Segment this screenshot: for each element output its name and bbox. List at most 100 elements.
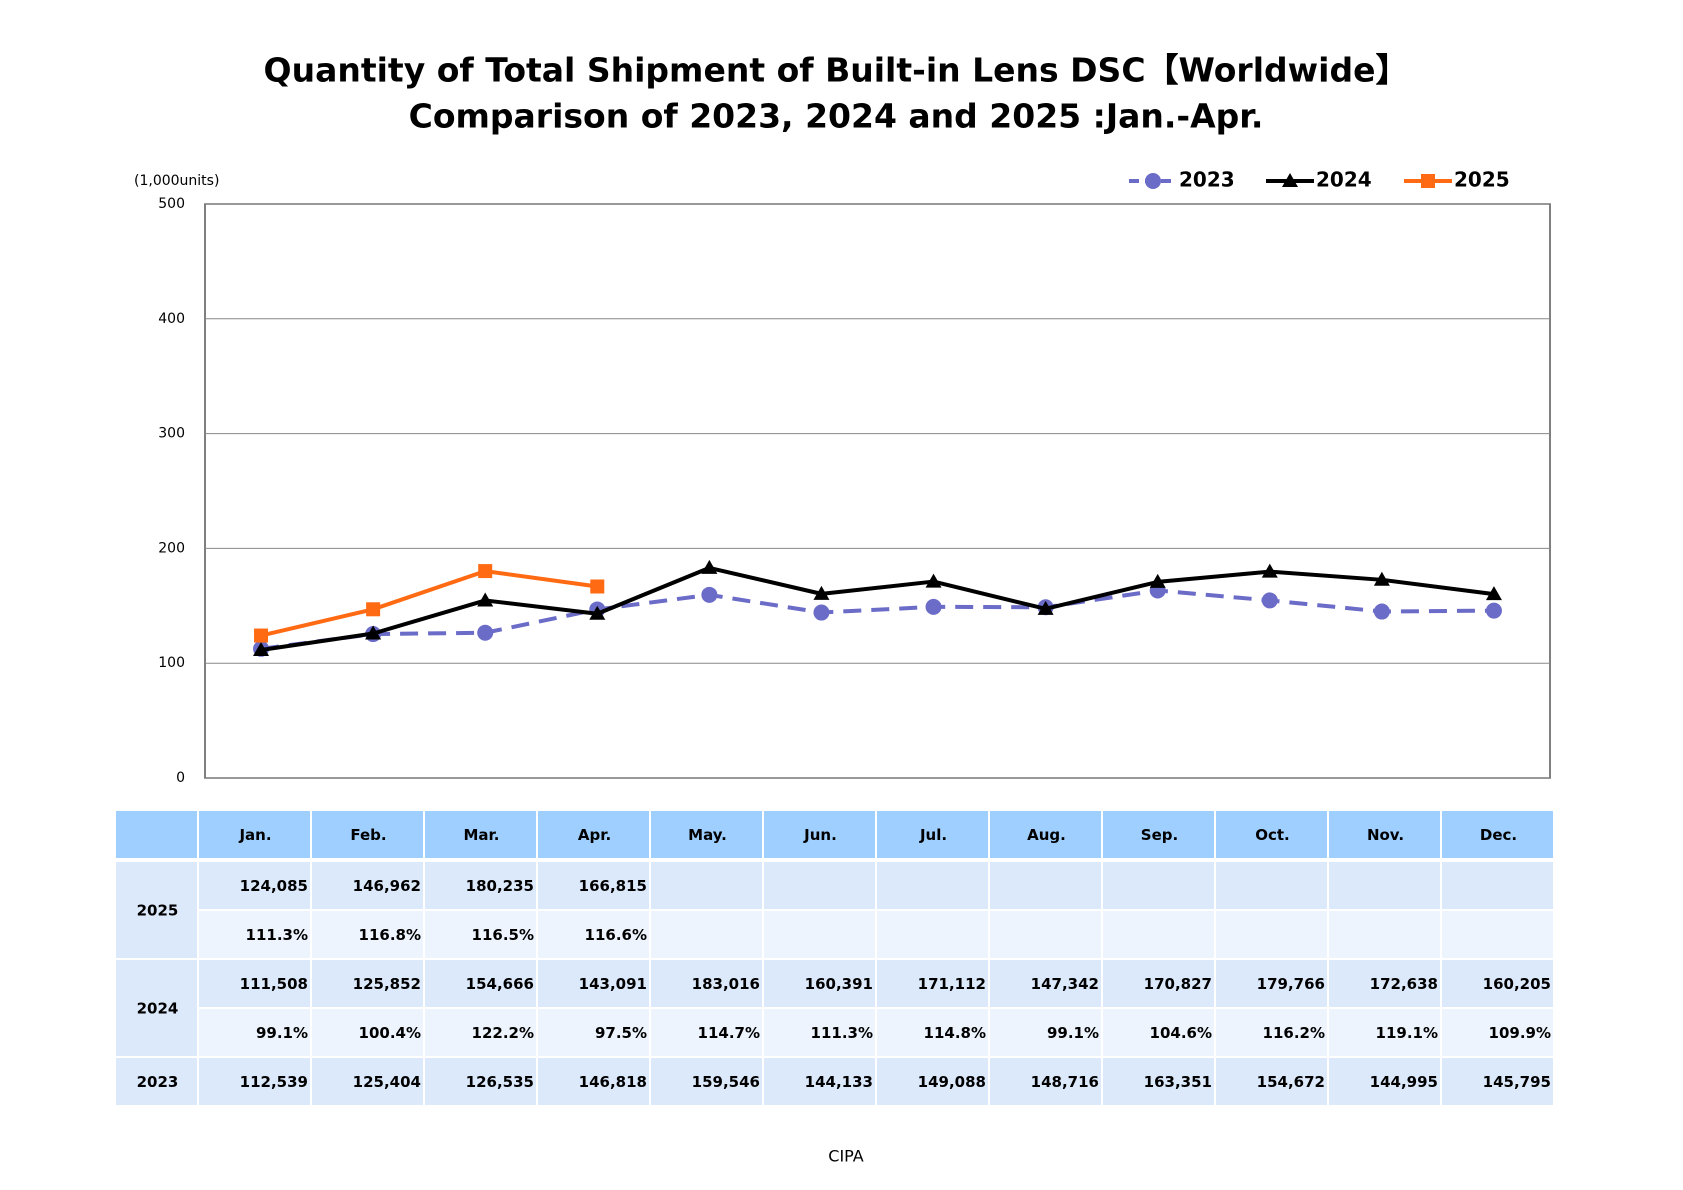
table-cell: [1442, 1058, 1553, 1105]
y-tick-label: 300: [158, 426, 185, 442]
table-cell: [425, 1058, 536, 1105]
table-value: 100.4%: [359, 1024, 421, 1042]
table-value: 154,666: [466, 975, 534, 993]
point: [1485, 602, 1502, 619]
table-cell: [199, 911, 310, 958]
chart-title: Quantity of Total Shipment of Built-in L…: [264, 51, 1409, 90]
table-cell: [1442, 911, 1553, 958]
table-cell: [199, 811, 310, 858]
table-cell: [764, 911, 875, 958]
table-value: 144,133: [805, 1073, 873, 1091]
table-cell: [990, 811, 1101, 858]
table-cell: [877, 960, 988, 1007]
table-value: 119.1%: [1376, 1024, 1438, 1042]
table-value: 99.1%: [1047, 1024, 1099, 1042]
point: [1373, 603, 1390, 620]
table-value: 160,205: [1483, 975, 1551, 993]
table-header: Nov.: [1367, 826, 1404, 844]
table-cell: [1329, 1058, 1440, 1105]
table-value: 104.6%: [1150, 1024, 1212, 1042]
table-cell: [425, 911, 536, 958]
table-value: 126,535: [466, 1073, 534, 1091]
table-value: 159,546: [692, 1073, 760, 1091]
point: [254, 628, 269, 643]
table-value: 112,539: [240, 1073, 308, 1091]
table-header: May.: [688, 826, 727, 844]
table-value: 172,638: [1370, 975, 1438, 993]
table-value: 183,016: [692, 975, 760, 993]
y-axis-label: (1,000units): [134, 173, 219, 189]
legend-label: 2023: [1179, 168, 1235, 192]
table-cell: [1329, 1009, 1440, 1056]
table-cell: [990, 1058, 1101, 1105]
table-value: 111.3%: [811, 1024, 873, 1042]
point: [925, 598, 942, 615]
table-cell: [764, 811, 875, 858]
table-cell: [199, 1009, 310, 1056]
table-value: 116.2%: [1263, 1024, 1325, 1042]
table-value: 122.2%: [472, 1024, 534, 1042]
table-cell: [1329, 911, 1440, 958]
point: [701, 586, 718, 603]
table-cell: [1103, 811, 1214, 858]
table-value: 170,827: [1144, 975, 1212, 993]
table-cell: [1442, 1009, 1553, 1056]
table-cell: [199, 1058, 310, 1105]
source: CIPA: [828, 1147, 864, 1166]
table-cell: [312, 911, 423, 958]
table-value: 180,235: [466, 877, 534, 895]
table-cell: [877, 1009, 988, 1056]
table-header: Mar.: [463, 826, 499, 844]
point: [1261, 563, 1278, 578]
table-value: 154,672: [1257, 1073, 1325, 1091]
table-cell: [538, 1058, 649, 1105]
table-value: 125,852: [353, 975, 421, 993]
point: [1037, 600, 1054, 615]
table-row-label: 2024: [137, 1000, 179, 1018]
y-tick-label: 0: [176, 770, 185, 786]
table-value: 160,391: [805, 975, 873, 993]
table-cell: [1329, 862, 1440, 909]
table-header: Sep.: [1141, 826, 1178, 844]
table-cell: [877, 811, 988, 858]
table-cell: [1329, 811, 1440, 858]
table-cell: [116, 862, 197, 958]
series-line: [260, 588, 1494, 651]
table-cell: [764, 1009, 875, 1056]
y-tick-label: 200: [158, 540, 185, 556]
table-value: 116.6%: [585, 926, 647, 944]
plot-area: [204, 203, 1551, 779]
table-cell: [1103, 1058, 1214, 1105]
table-cell: [1216, 911, 1327, 958]
table-cell: [312, 1058, 423, 1105]
point: [1282, 173, 1298, 187]
point: [1261, 592, 1278, 609]
point: [925, 573, 942, 588]
y-tick-label: 500: [158, 196, 185, 212]
table-cell: [651, 1058, 762, 1105]
table-cell: [1216, 1009, 1327, 1056]
table-cell: [990, 960, 1101, 1007]
point: [1149, 573, 1166, 588]
table-cell: [538, 911, 649, 958]
table-cell: [1442, 862, 1553, 909]
table-value: 114.7%: [698, 1024, 760, 1042]
table-cell: [990, 1009, 1101, 1056]
table-header: Jan.: [238, 826, 271, 844]
table-cell: [990, 911, 1101, 958]
table-value: 116.5%: [472, 926, 534, 944]
table-cell: [538, 1009, 649, 1056]
table-value: 146,818: [579, 1073, 647, 1091]
table-cell: [990, 862, 1101, 909]
table-header: Aug.: [1027, 826, 1066, 844]
table-value: 145,795: [1483, 1073, 1551, 1091]
table-value: 146,962: [353, 877, 421, 895]
legend-label: 2024: [1316, 168, 1372, 192]
table-value: 114.8%: [924, 1024, 986, 1042]
y-tick-label: 400: [158, 311, 185, 327]
table-value: 111,508: [240, 975, 308, 993]
table-value: 179,766: [1257, 975, 1325, 993]
table-cell: [116, 1058, 197, 1105]
table-header: Dec.: [1480, 826, 1517, 844]
table-cell: [538, 960, 649, 1007]
